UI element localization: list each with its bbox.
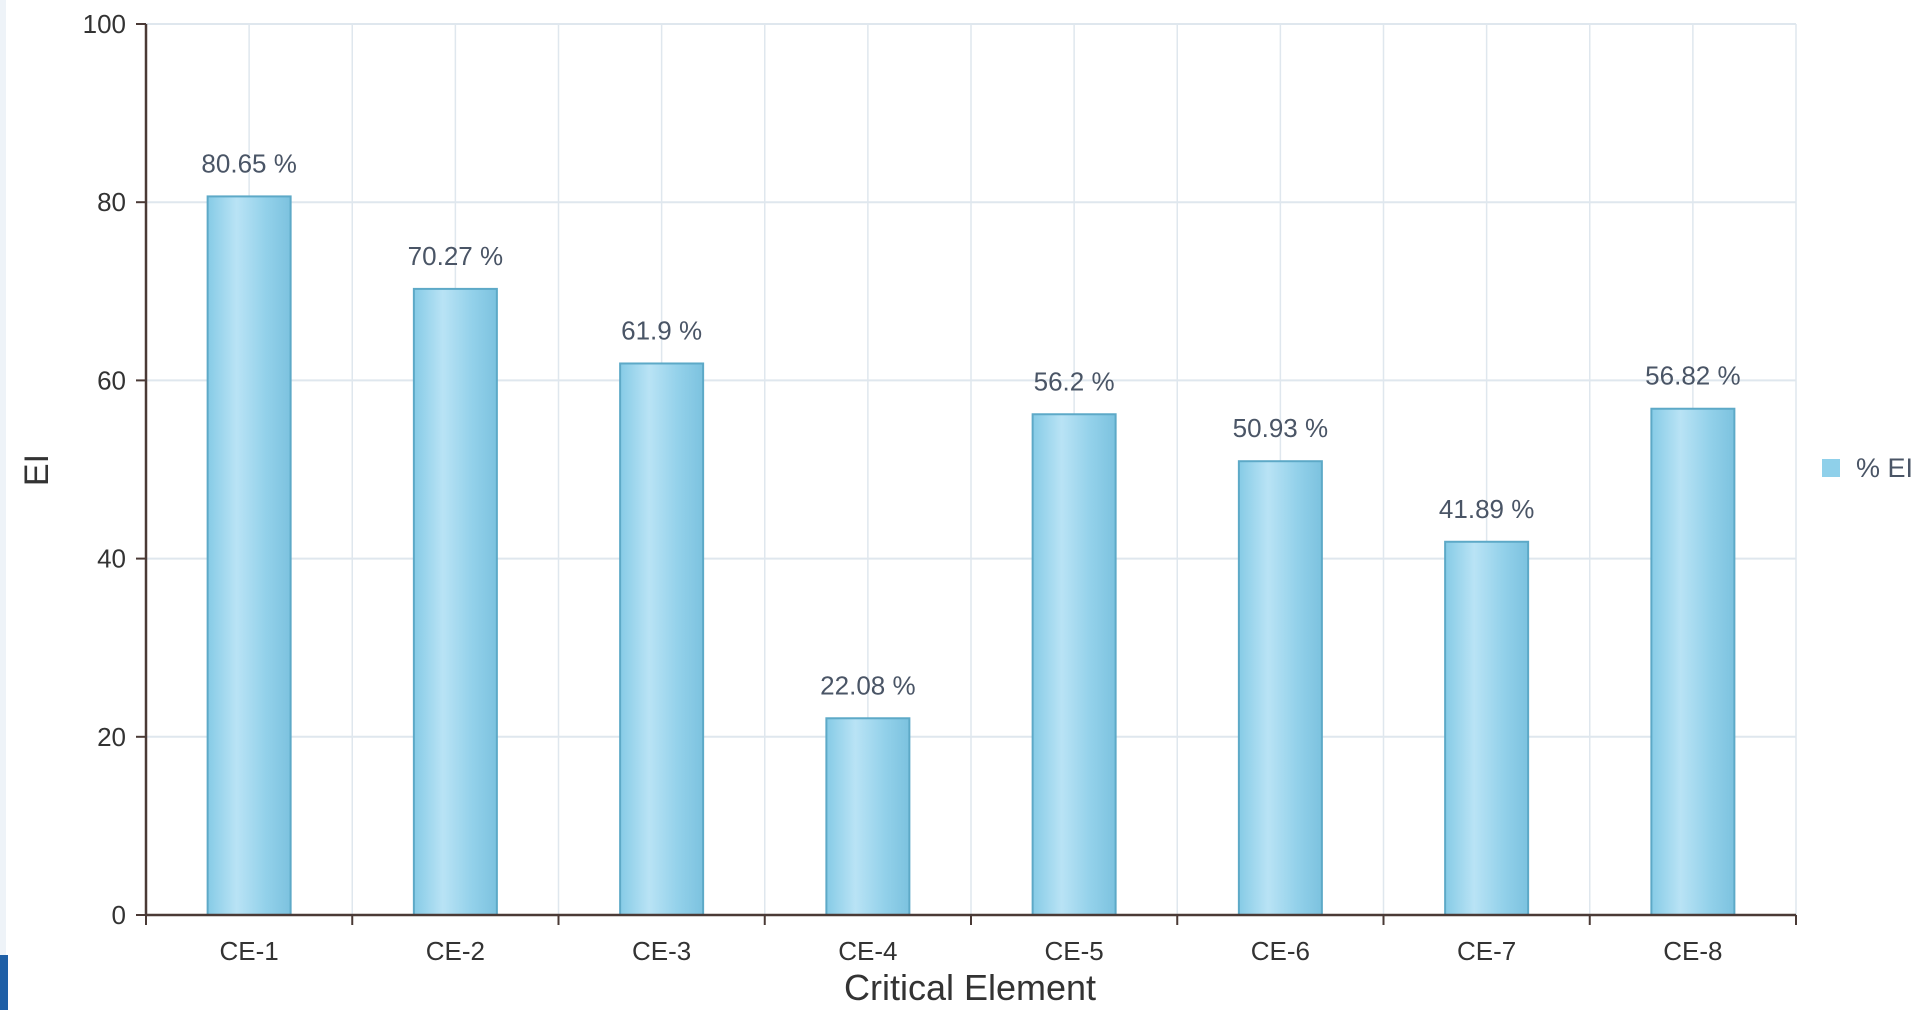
labels: 0 20 40 60 80 100 80.65 % CE-1 70.27 % CE-2 61.9 %… [83, 9, 1741, 966]
x-axis-title: Critical Element [844, 967, 1096, 1008]
data-label-ce-1: 80.65 % [201, 148, 296, 178]
y-tick-label: 100 [83, 9, 126, 39]
data-label-ce-8: 56.82 % [1645, 361, 1740, 391]
x-tick-label-ce-5: CE-5 [1045, 936, 1104, 966]
bar-ce-5[interactable] [1031, 413, 1117, 916]
legend: % EI [1822, 453, 1913, 483]
x-tick-label-ce-7: CE-7 [1457, 936, 1516, 966]
data-label-ce-4: 22.08 % [820, 670, 915, 700]
legend-label: % EI [1856, 453, 1913, 483]
data-label-ce-2: 70.27 % [408, 241, 503, 271]
y-tick-label: 80 [97, 187, 126, 217]
x-tick-label-ce-4: CE-4 [838, 936, 897, 966]
data-label-ce-5: 56.2 % [1034, 366, 1115, 396]
window-edge-marker [0, 955, 8, 1010]
y-tick-label: 0 [112, 900, 126, 930]
x-tick-label-ce-2: CE-2 [426, 936, 485, 966]
axes [136, 23, 1797, 925]
x-tick-label-ce-6: CE-6 [1251, 936, 1310, 966]
y-axis-title: EI [18, 454, 56, 486]
x-tick-label-ce-8: CE-8 [1663, 936, 1722, 966]
legend-swatch [1822, 459, 1840, 477]
bars [206, 195, 1736, 917]
x-tick-label-ce-1: CE-1 [220, 936, 279, 966]
data-label-ce-7: 41.89 % [1439, 494, 1534, 524]
bar-ce-6[interactable] [1237, 460, 1323, 916]
y-tick-label: 40 [97, 544, 126, 574]
grid-lines [146, 23, 1797, 915]
window-left-edge [0, 0, 6, 1010]
y-tick-label: 60 [97, 365, 126, 395]
bar-ce-8[interactable] [1650, 407, 1736, 916]
bar-ce-3[interactable] [619, 362, 705, 916]
bar-ce-1[interactable] [206, 195, 292, 916]
data-label-ce-6: 50.93 % [1233, 413, 1328, 443]
y-tick-label: 20 [97, 722, 126, 752]
bar-ce-4[interactable] [825, 717, 911, 917]
bar-ce-7[interactable] [1444, 540, 1530, 916]
x-tick-label-ce-3: CE-3 [632, 936, 691, 966]
data-label-ce-3: 61.9 % [621, 315, 702, 345]
bar-ce-2[interactable] [412, 287, 498, 916]
